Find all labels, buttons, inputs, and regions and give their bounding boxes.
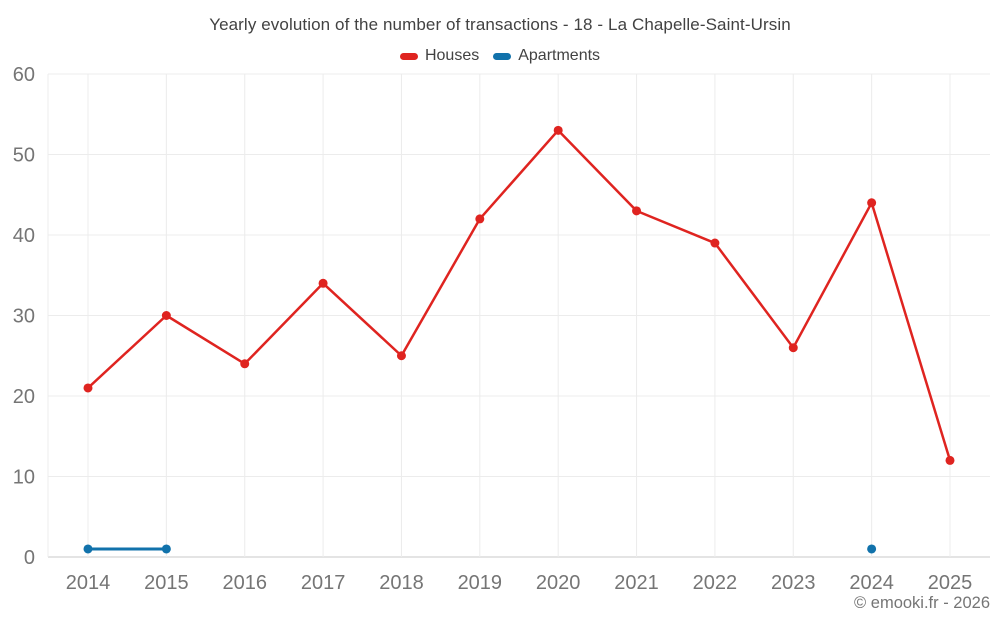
y-tick-label: 50 bbox=[13, 145, 35, 167]
y-tick-label: 60 bbox=[13, 64, 35, 86]
x-tick-label: 2020 bbox=[536, 572, 581, 594]
x-tick-label: 2014 bbox=[66, 572, 111, 594]
x-tick-label: 2025 bbox=[928, 572, 973, 594]
x-tick-label: 2023 bbox=[771, 572, 816, 594]
data-point-houses bbox=[553, 125, 563, 135]
x-tick-label: 2024 bbox=[849, 572, 894, 594]
x-tick-label: 2018 bbox=[379, 572, 424, 594]
x-tick-label: 2016 bbox=[222, 572, 267, 594]
legend-item-apartments[interactable]: Apartments bbox=[493, 47, 600, 65]
grid-layer bbox=[47, 73, 990, 558]
tick-label-layer: 0 10 20 30 40 50 60 2014 2015 2016 2017 2018 2019 202… bbox=[13, 64, 973, 594]
data-point-houses bbox=[945, 455, 955, 465]
x-tick-label: 2017 bbox=[301, 572, 346, 594]
data-point-houses bbox=[475, 214, 485, 224]
x-tick-label: 2019 bbox=[458, 572, 503, 594]
copyright-text: © emooki.fr - 2026 bbox=[854, 594, 990, 612]
legend-label-apartments: Apartments bbox=[518, 47, 601, 64]
y-tick-label: 0 bbox=[24, 547, 35, 569]
chart-title: Yearly evolution of the number of transa… bbox=[209, 15, 791, 34]
legend-label-houses: Houses bbox=[424, 47, 480, 64]
data-point-apartments bbox=[867, 544, 877, 554]
data-point-houses bbox=[710, 238, 720, 248]
data-point-houses bbox=[867, 198, 877, 208]
data-point-apartments bbox=[83, 544, 93, 554]
data-point-houses bbox=[161, 311, 171, 320]
series-layer bbox=[83, 125, 955, 554]
data-point-houses bbox=[632, 206, 642, 216]
apartments-swatch-icon bbox=[493, 52, 512, 60]
data-point-houses bbox=[318, 278, 328, 288]
data-point-houses bbox=[240, 359, 250, 369]
x-tick-label: 2021 bbox=[614, 572, 659, 594]
y-tick-label: 30 bbox=[13, 306, 35, 328]
legend-item-houses[interactable]: Houses bbox=[399, 47, 480, 65]
data-point-apartments bbox=[161, 544, 171, 554]
data-point-houses bbox=[83, 383, 93, 393]
x-tick-label: 2022 bbox=[693, 572, 738, 594]
data-point-houses bbox=[788, 343, 798, 353]
x-tick-label: 2015 bbox=[144, 572, 189, 594]
y-tick-label: 40 bbox=[13, 225, 35, 247]
y-tick-label: 20 bbox=[13, 386, 35, 408]
data-point-houses bbox=[396, 351, 406, 361]
houses-swatch-icon bbox=[399, 52, 418, 60]
series-line-houses bbox=[86, 129, 952, 462]
legend: Houses Apartments bbox=[0, 45, 1000, 67]
y-tick-label: 10 bbox=[13, 467, 35, 489]
